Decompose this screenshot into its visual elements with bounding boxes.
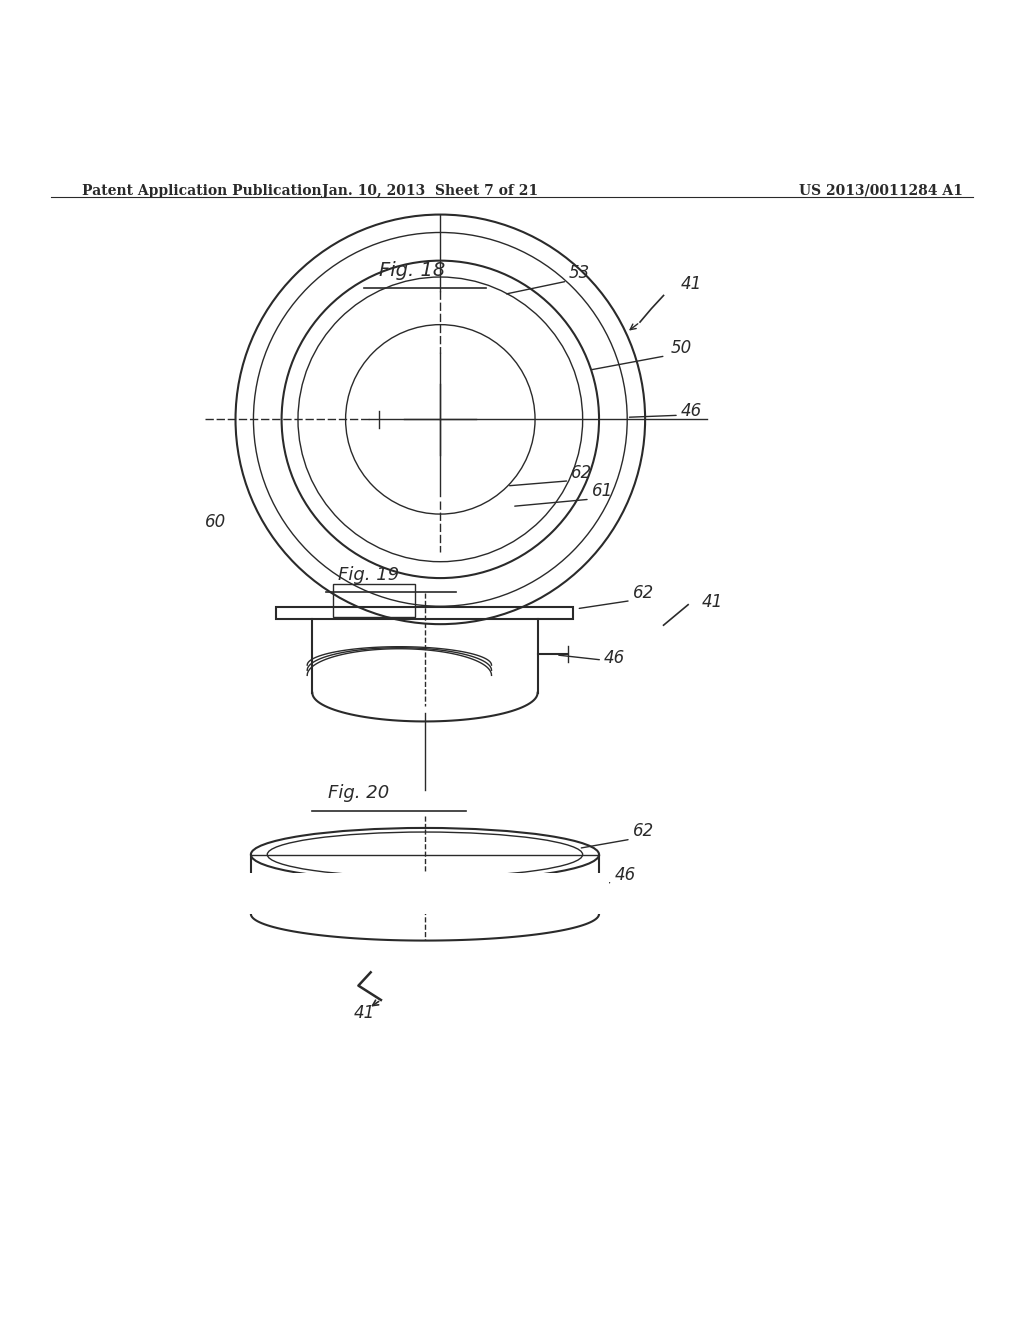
Text: 62: 62 bbox=[633, 822, 654, 840]
Text: 41: 41 bbox=[701, 593, 723, 611]
Text: Jan. 10, 2013  Sheet 7 of 21: Jan. 10, 2013 Sheet 7 of 21 bbox=[322, 183, 539, 198]
Text: 61: 61 bbox=[592, 482, 613, 500]
Text: 46: 46 bbox=[681, 403, 702, 420]
Bar bbox=[333, 585, 415, 616]
Text: 62: 62 bbox=[633, 583, 654, 602]
Text: Fig. 19: Fig. 19 bbox=[338, 566, 399, 585]
Text: 53: 53 bbox=[568, 264, 590, 282]
Text: 41: 41 bbox=[681, 276, 702, 293]
Text: US 2013/0011284 A1: US 2013/0011284 A1 bbox=[799, 183, 963, 198]
Bar bbox=[241, 873, 609, 913]
Text: Patent Application Publication: Patent Application Publication bbox=[82, 183, 322, 198]
Text: Fig. 18: Fig. 18 bbox=[379, 261, 445, 280]
Text: 62: 62 bbox=[571, 463, 593, 482]
Bar bbox=[276, 607, 573, 619]
Text: Fig. 20: Fig. 20 bbox=[328, 784, 389, 803]
Text: 46: 46 bbox=[614, 866, 636, 884]
Text: 60: 60 bbox=[205, 513, 226, 531]
Text: 50: 50 bbox=[671, 339, 692, 356]
Text: 41: 41 bbox=[353, 1005, 375, 1023]
Text: 46: 46 bbox=[604, 649, 626, 667]
